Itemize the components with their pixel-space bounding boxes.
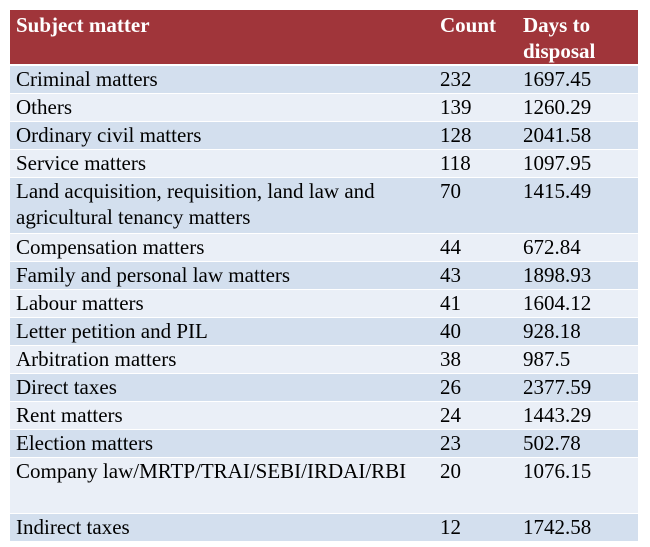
table-row: Letter petition and PIL 40 928.18	[10, 317, 638, 346]
count-cell: 70	[436, 177, 517, 234]
count-cell: 38	[436, 345, 517, 374]
table-row: Land acquisition, requisition, land law …	[10, 177, 638, 234]
count-cell: 128	[436, 121, 517, 150]
count-cell: 40	[436, 317, 517, 346]
subject-cell: Compensation matters	[10, 233, 436, 262]
table-row: Arbitration matters 38 987.5	[10, 345, 638, 374]
subject-cell: Company law/MRTP/TRAI/SEBI/IRDAI/RBI	[10, 457, 436, 514]
count-cell: 44	[436, 233, 517, 262]
subject-cell: Family and personal law matters	[10, 261, 436, 290]
table-row: Criminal matters 232 1697.45	[10, 64, 638, 94]
count-cell: 24	[436, 401, 517, 430]
table-row: Rent matters 24 1443.29	[10, 401, 638, 430]
count-cell: 12	[436, 513, 517, 541]
days-cell: 1097.95	[517, 149, 638, 178]
table-row: Indirect taxes 12 1742.58	[10, 513, 638, 541]
table-row: Family and personal law matters 43 1898.…	[10, 261, 638, 290]
table-row: Labour matters 41 1604.12	[10, 289, 638, 318]
days-cell: 2377.59	[517, 373, 638, 402]
subject-cell: Labour matters	[10, 289, 436, 318]
subject-cell: Election matters	[10, 429, 436, 458]
table-row: Service matters 118 1097.95	[10, 149, 638, 178]
days-cell: 1415.49	[517, 177, 638, 234]
table-row: Election matters 23 502.78	[10, 429, 638, 458]
days-cell: 502.78	[517, 429, 638, 458]
days-cell: 672.84	[517, 233, 638, 262]
count-cell: 41	[436, 289, 517, 318]
header-row: Subject matter Count Days to disposal	[10, 10, 638, 66]
subject-matter-table: Subject matter Count Days to disposal Cr…	[10, 10, 638, 541]
days-cell: 1604.12	[517, 289, 638, 318]
count-cell: 139	[436, 93, 517, 122]
count-cell: 23	[436, 429, 517, 458]
days-cell: 1898.93	[517, 261, 638, 290]
table-row: Ordinary civil matters 128 2041.58	[10, 121, 638, 150]
days-cell: 1697.45	[517, 64, 638, 94]
table-body: Criminal matters 232 1697.45 Others 139 …	[10, 64, 638, 541]
days-cell: 928.18	[517, 317, 638, 346]
count-cell: 43	[436, 261, 517, 290]
subject-cell: Direct taxes	[10, 373, 436, 402]
subject-cell: Rent matters	[10, 401, 436, 430]
days-cell: 1443.29	[517, 401, 638, 430]
table-row: Direct taxes 26 2377.59	[10, 373, 638, 402]
header-days-to-disposal: Days to disposal	[517, 10, 638, 66]
subject-cell: Indirect taxes	[10, 513, 436, 541]
subject-cell: Letter petition and PIL	[10, 317, 436, 346]
subject-cell: Service matters	[10, 149, 436, 178]
count-cell: 26	[436, 373, 517, 402]
count-cell: 20	[436, 457, 517, 514]
days-cell: 2041.58	[517, 121, 638, 150]
subject-cell: Others	[10, 93, 436, 122]
days-cell: 987.5	[517, 345, 638, 374]
header-count: Count	[436, 10, 517, 66]
days-cell: 1742.58	[517, 513, 638, 541]
subject-cell: Land acquisition, requisition, land law …	[10, 177, 436, 234]
days-cell: 1260.29	[517, 93, 638, 122]
subject-cell: Criminal matters	[10, 64, 436, 94]
table-header: Subject matter Count Days to disposal	[10, 10, 638, 66]
subject-cell: Arbitration matters	[10, 345, 436, 374]
subject-cell: Ordinary civil matters	[10, 121, 436, 150]
count-cell: 118	[436, 149, 517, 178]
table-row: Others 139 1260.29	[10, 93, 638, 122]
days-cell: 1076.15	[517, 457, 638, 514]
table-row: Compensation matters 44 672.84	[10, 233, 638, 262]
count-cell: 232	[436, 64, 517, 94]
table-row: Company law/MRTP/TRAI/SEBI/IRDAI/RBI 20 …	[10, 457, 638, 514]
header-subject-matter: Subject matter	[10, 10, 436, 66]
